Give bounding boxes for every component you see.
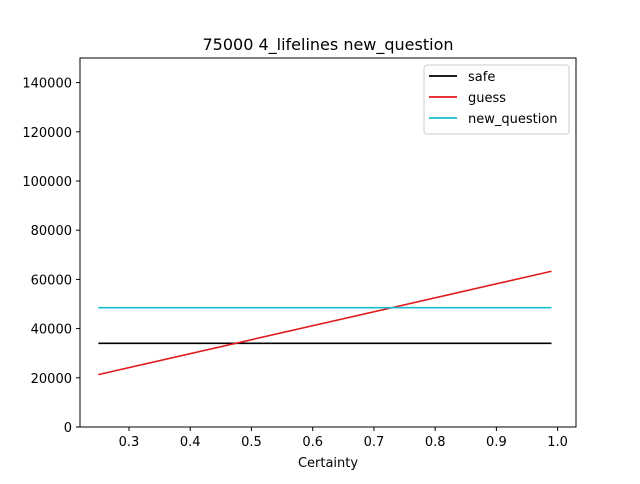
series-line-guess: [98, 270, 552, 376]
plot-frame: [79, 57, 577, 428]
x-tick-label: 0.4: [180, 435, 201, 450]
y-tick-label: 40000: [31, 323, 72, 338]
legend: safe guess new_question: [423, 64, 570, 135]
chart-title: 75000 4_lifelines new_question: [202, 35, 453, 55]
y-tick-label: 20000: [31, 372, 72, 387]
x-tick-label: 0.6: [302, 435, 323, 450]
x-tick-label: 0.7: [364, 435, 385, 450]
y-tick-label: 60000: [31, 273, 72, 288]
y-tick-label: 80000: [31, 224, 72, 239]
legend-label: new_question: [468, 112, 558, 127]
y-tick-label: 120000: [22, 126, 72, 141]
axes: 0.3 0.4 0.5 0.6 0.7 0.8 0.9 1.0 0 20000 40000 60000…: [22, 77, 568, 450]
y-tick-label: 100000: [22, 175, 72, 190]
legend-label: safe: [468, 70, 495, 85]
y-tick-label: 140000: [22, 77, 72, 92]
x-tick-label: 0.5: [241, 435, 262, 450]
plot-area: [98, 270, 552, 376]
x-tick-label: 1.0: [547, 435, 568, 450]
y-tick-label: 0: [64, 421, 72, 436]
x-tick-label: 0.9: [486, 435, 507, 450]
x-axis-label: Certainty: [298, 456, 358, 471]
legend-label: guess: [468, 91, 506, 106]
x-tick-label: 0.3: [119, 435, 140, 450]
x-tick-label: 0.8: [425, 435, 446, 450]
legend-box: [423, 64, 570, 135]
